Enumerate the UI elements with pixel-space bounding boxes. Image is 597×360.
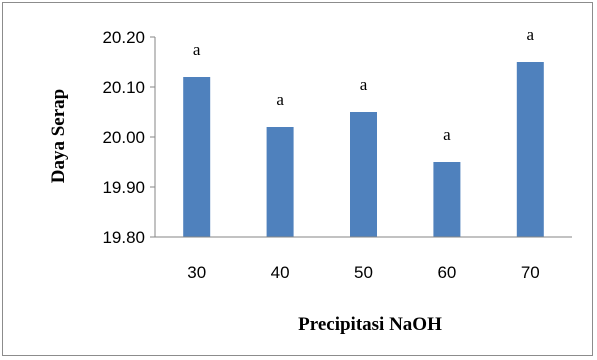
bar-50	[350, 112, 377, 237]
chart-frame	[2, 2, 593, 356]
data-labels: a a a a a	[193, 25, 535, 144]
y-tick-label: 19.80	[102, 228, 145, 247]
data-label-40: a	[276, 90, 284, 109]
bar-40	[266, 127, 294, 237]
data-label-30: a	[193, 40, 201, 59]
x-axis-ticks: 30 40 50 60 70	[187, 263, 540, 282]
bar-30	[183, 77, 211, 237]
y-tick-label: 20.20	[102, 28, 145, 47]
bars	[183, 62, 544, 237]
y-tick-label: 19.90	[102, 178, 145, 197]
bar-70	[516, 62, 544, 237]
x-axis-title: Precipitasi NaOH	[298, 314, 442, 335]
y-tick-label: 20.00	[102, 128, 145, 147]
x-tick-label-60: 60	[437, 263, 456, 282]
bar-60	[433, 162, 461, 237]
x-tick-label-70: 70	[521, 263, 540, 282]
data-label-70: a	[527, 25, 535, 44]
y-tick-label: 20.10	[102, 78, 145, 97]
y-axis-title: Daya Serap	[48, 89, 69, 183]
x-tick-label-50: 50	[354, 263, 373, 282]
data-label-50: a	[360, 75, 368, 94]
x-tick-label-30: 30	[187, 263, 206, 282]
y-axis-ticks: 19.80 19.90 20.00 20.10 20.20	[102, 28, 155, 247]
x-tick-label-40: 40	[271, 263, 290, 282]
data-label-60: a	[443, 125, 451, 144]
